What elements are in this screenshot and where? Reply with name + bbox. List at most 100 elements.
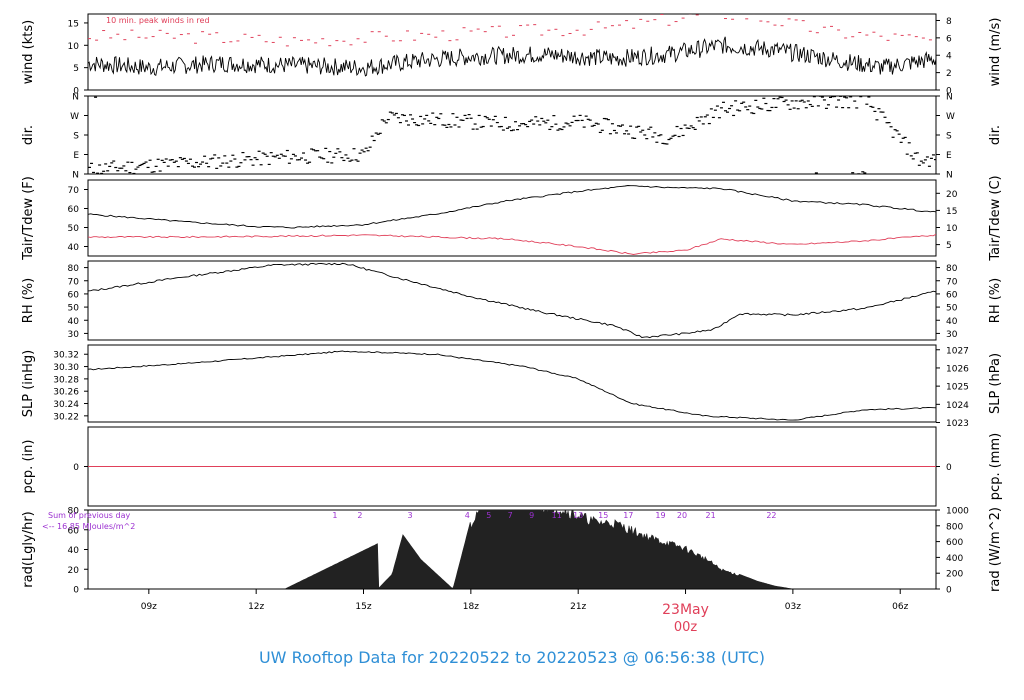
y-tick-label: 80 bbox=[68, 507, 80, 517]
y-axis-label-right: rad (W/m^2) bbox=[988, 507, 1003, 592]
y-tick-label: 80 bbox=[68, 264, 80, 274]
y-tick-label: 70 bbox=[68, 277, 80, 287]
peak-wind-note: 10 min. peak winds in red bbox=[106, 16, 210, 25]
panel-pcp: pcp. (in) pcp. (mm) 0 0 bbox=[21, 426, 1003, 507]
panel-rh: RH (%) RH (%) 30 40 50 60 70 80 30 40 50 60 70 80 bbox=[21, 260, 1003, 341]
y-tick-label-right: 20 bbox=[946, 190, 958, 200]
panel-frame bbox=[87, 95, 937, 175]
y-tick-label: 5 bbox=[73, 64, 79, 74]
hour-mark-label: 20 bbox=[677, 511, 687, 520]
panel-frame bbox=[87, 344, 937, 423]
y-axis-label: SLP (inHg) bbox=[21, 350, 36, 418]
y-tick-label-right: 2 bbox=[946, 69, 952, 79]
panel-slp: SLP (inHg) SLP (hPa) 30.22 30.24 30.26 30.28 3… bbox=[21, 344, 1003, 429]
y-tick-label-right: 400 bbox=[946, 554, 963, 564]
panel-rad: rad(Lgly/hr) rad (W/m^2)02040608002004006… bbox=[21, 507, 1003, 596]
time-tick-label: 18z bbox=[463, 602, 479, 612]
hour-mark-label: 19 bbox=[655, 511, 665, 520]
y-tick-label-right: S bbox=[946, 132, 952, 142]
hour-mark-label: 1 bbox=[332, 511, 337, 520]
y-tick-label-right: N bbox=[946, 93, 953, 103]
y-tick-label: 40 bbox=[68, 243, 80, 253]
plot-area bbox=[88, 262, 936, 339]
y-tick-label-right: 40 bbox=[946, 317, 958, 327]
wind-series-line bbox=[88, 36, 936, 77]
rh-series-line bbox=[88, 262, 936, 339]
y-axis-label: wind (kts) bbox=[21, 20, 36, 84]
y-tick-label: 15 bbox=[68, 19, 79, 29]
y-tick-label: 30.22 bbox=[53, 412, 79, 422]
panel-wind: wind (kts) wind (m/s) 0 5 10 15 0 2 4 6 8 10 min. p… bbox=[21, 13, 1003, 97]
hour-mark-label: 2 bbox=[357, 511, 362, 520]
radiation-area bbox=[284, 510, 793, 589]
y-tick-label-right: 200 bbox=[946, 570, 963, 580]
y-tick-label-right: 1027 bbox=[946, 346, 969, 356]
dewpoint-line bbox=[88, 233, 936, 255]
hour-mark-label: 11 bbox=[552, 511, 562, 520]
plot-area bbox=[88, 510, 936, 589]
y-tick-label-right: 15 bbox=[946, 207, 957, 217]
hour-mark-label: 13 bbox=[573, 511, 583, 520]
y-tick-label: 30.28 bbox=[53, 375, 79, 385]
y-tick-label-right: 50 bbox=[946, 304, 958, 314]
y-axis-label-right: pcp. (mm) bbox=[988, 433, 1003, 500]
chart-footer: UW Rooftop Data for 20220522 to 20220523… bbox=[0, 648, 1024, 667]
y-tick-label: 30.30 bbox=[53, 363, 79, 373]
hour-mark-label: 5 bbox=[486, 511, 491, 520]
y-tick-label-right: 10 bbox=[946, 224, 958, 234]
y-tick-label: N bbox=[72, 171, 79, 181]
y-tick-label: 60 bbox=[68, 205, 80, 215]
y-tick-label-right: 4 bbox=[946, 52, 952, 62]
hour-mark-label: 3 bbox=[407, 511, 412, 520]
y-tick-label: W bbox=[70, 112, 79, 122]
y-tick-label-right: 5 bbox=[946, 241, 952, 251]
y-axis-label: rad(Lgly/hr) bbox=[21, 511, 36, 587]
panel-temp: Tair/Tdew (F) Tair/Tdew (C) 40 50 60 70 5 10 15 2… bbox=[21, 175, 1003, 261]
time-tick-label: 06z bbox=[892, 602, 908, 612]
y-tick-label: S bbox=[73, 132, 79, 142]
hour-mark-label: 7 bbox=[508, 511, 513, 520]
radiation-sum-label: Sum of previous day bbox=[48, 511, 130, 520]
y-tick-label-right: W bbox=[946, 112, 955, 122]
y-tick-label: 50 bbox=[68, 224, 80, 234]
y-tick-label-right: 1023 bbox=[946, 419, 969, 429]
y-axis-label: pcp. (in) bbox=[21, 440, 36, 494]
panel-frame bbox=[87, 179, 937, 257]
y-tick-label-right: 1025 bbox=[946, 383, 969, 393]
y-tick-label-right: 30 bbox=[946, 330, 958, 340]
y-tick-label-right: 1024 bbox=[946, 401, 969, 411]
air-temperature-line bbox=[88, 185, 936, 229]
hour-mark-label: 15 bbox=[598, 511, 608, 520]
y-axis-label: RH (%) bbox=[21, 278, 36, 323]
y-tick-label-right: 8 bbox=[946, 17, 952, 27]
y-tick-label: 0 bbox=[73, 586, 79, 596]
slp-series-line bbox=[88, 350, 936, 421]
y-tick-label: N bbox=[72, 93, 79, 103]
hour-mark-label: 9 bbox=[529, 511, 534, 520]
time-tick-label: 09z bbox=[141, 602, 157, 612]
y-axis-label-right: wind (m/s) bbox=[988, 18, 1003, 87]
y-tick-label: 40 bbox=[68, 546, 80, 556]
plot-area bbox=[88, 96, 936, 174]
y-tick-label-right: 60 bbox=[946, 290, 958, 300]
time-tick-label: 15z bbox=[355, 602, 371, 612]
time-tick-label: 03z bbox=[785, 602, 801, 612]
time-axis: 09z 12z 15z 18z 21z 03z 06z 23May 00z bbox=[141, 589, 909, 635]
footer-start: 20220522 bbox=[428, 648, 511, 667]
y-tick-label: 30.24 bbox=[53, 400, 79, 410]
y-tick-label-right: 6 bbox=[946, 34, 952, 44]
y-axis-label-right: RH (%) bbox=[988, 278, 1003, 323]
y-tick-label: 60 bbox=[68, 526, 80, 536]
y-tick-label-right: 0 bbox=[946, 463, 952, 473]
hour-mark-label: 4 bbox=[465, 511, 470, 520]
date-label: 23May bbox=[662, 602, 709, 618]
radiation-sum-value: <-- 16.85 MJoules/m^2 bbox=[42, 522, 135, 531]
y-tick-label-right: 800 bbox=[946, 522, 963, 532]
hour-mark-label: 22 bbox=[766, 511, 776, 520]
y-tick-label: 40 bbox=[68, 317, 80, 327]
y-tick-label-right: N bbox=[946, 171, 953, 181]
panel-frame bbox=[87, 13, 937, 91]
